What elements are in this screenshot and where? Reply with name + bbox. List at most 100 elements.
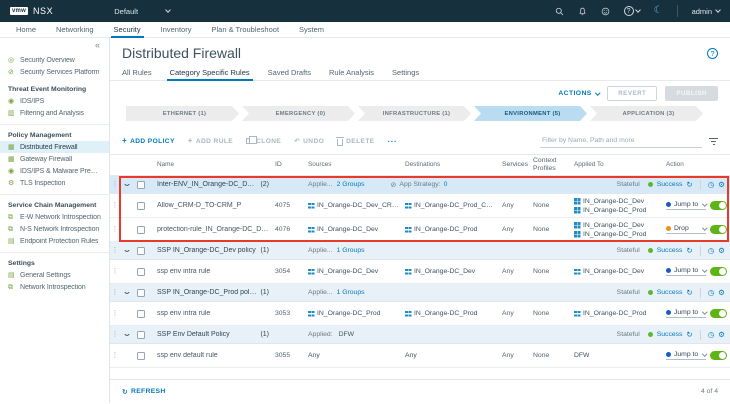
actions-menu-button[interactable]: ACTIONS — [558, 90, 599, 97]
policy-expand-toggle[interactable] — [120, 334, 134, 336]
status-link[interactable]: Success — [657, 247, 683, 254]
status-link[interactable]: Success — [657, 289, 683, 296]
rule-enabled-toggle[interactable] — [710, 351, 727, 360]
more-actions-button[interactable]: ... — [388, 138, 398, 144]
action-select[interactable]: Jump to — [666, 267, 706, 276]
rule-row[interactable]: ⋮ssp env intra rule3053IN_Orange-DC_Prod… — [110, 302, 730, 326]
help-menu[interactable]: ? — [624, 6, 640, 16]
sidebar-item-e-w-network-introspection[interactable]: ⧉E-W Network Introspection — [0, 211, 109, 223]
category-emergency-0[interactable]: EMERGENCY (0) — [242, 106, 355, 121]
status-refresh-icon[interactable]: ↻ — [686, 181, 692, 189]
policy-expand-toggle[interactable] — [120, 184, 134, 186]
search-icon[interactable] — [555, 7, 564, 16]
rule-checkbox[interactable] — [137, 268, 145, 276]
user-menu[interactable]: admin — [692, 7, 720, 16]
bell-icon[interactable] — [578, 7, 587, 16]
action-select[interactable]: Jump to — [666, 309, 706, 318]
tab-rule-analysis[interactable]: Rule Analysis — [320, 64, 383, 80]
status-refresh-icon[interactable]: ↻ — [686, 289, 692, 297]
applied-to-groups-link[interactable]: 1 Groups — [337, 247, 365, 254]
app-strategy-value[interactable]: 0 — [444, 181, 448, 188]
status-link[interactable]: Success — [657, 331, 683, 338]
rule-enabled-toggle[interactable] — [710, 309, 727, 318]
nav-tab-home[interactable]: Home — [6, 22, 46, 37]
rule-row[interactable]: ⋮Allow_CRM-D_TO-CRM_P4075IN_Orange-DC_De… — [110, 194, 730, 218]
sidebar-item-gateway-firewall[interactable]: ▦Gateway Firewall — [0, 153, 109, 165]
clock-icon[interactable]: ◷ — [708, 289, 715, 297]
gear-icon[interactable]: ⚙ — [718, 289, 725, 297]
row-grip-handle[interactable]: ⋮ — [110, 352, 120, 359]
rule-checkbox[interactable] — [137, 310, 145, 318]
refresh-button[interactable]: ↻ REFRESH — [122, 388, 166, 396]
rule-enabled-toggle[interactable] — [710, 225, 727, 234]
rule-enabled-toggle[interactable] — [710, 267, 727, 276]
rule-row[interactable]: ⋮protection-rule_IN_Orange-DC_Dev_I...40… — [110, 218, 730, 242]
rule-checkbox[interactable] — [137, 226, 145, 234]
policy-checkbox[interactable] — [137, 247, 145, 255]
row-grip-handle[interactable]: ⋮ — [110, 202, 120, 209]
row-grip-handle[interactable]: ⋮ — [110, 226, 120, 233]
org-selector[interactable]: Default — [114, 7, 170, 16]
applied-to-groups-link[interactable]: 2 Groups — [337, 181, 365, 188]
clock-icon[interactable]: ◷ — [708, 181, 715, 189]
action-select[interactable]: Jump to — [666, 201, 706, 210]
delete-button[interactable]: DELETE — [337, 137, 374, 146]
row-grip-handle[interactable]: ⋮ — [110, 331, 120, 338]
policy-header-row[interactable]: ⋮Inter-ENV_IN_Orange-DC_Dev-TO-...(2)App… — [110, 176, 730, 194]
policy-expand-toggle[interactable] — [120, 250, 134, 252]
sidebar-item-ids-ips-malware-prevention[interactable]: ◉IDS/IPS & Malware Prevention — [0, 165, 109, 177]
rule-row[interactable]: ⋮ssp env intra rule3054IN_Orange-DC_DevI… — [110, 260, 730, 284]
applied-to-groups-link[interactable]: 1 Groups — [337, 289, 365, 296]
filter-input[interactable] — [540, 134, 702, 148]
row-grip-handle[interactable]: ⋮ — [110, 310, 120, 317]
rule-row[interactable]: ⋮ssp env default rule3055AnyAnyAnyNoneDF… — [110, 344, 730, 368]
filter-funnel-icon[interactable] — [709, 138, 718, 145]
tab-all-rules[interactable]: All Rules — [122, 64, 161, 80]
sidebar-item-distributed-firewall[interactable]: ▦Distributed Firewall — [0, 141, 109, 153]
revert-button[interactable]: REVERT — [607, 86, 657, 101]
category-ethernet-1[interactable]: ETHERNET (1) — [126, 106, 239, 121]
clock-icon[interactable]: ◷ — [708, 247, 715, 255]
undo-button[interactable]: ↶UNDO — [294, 137, 324, 145]
policy-header-row[interactable]: ⋮SSP IN_Orange-DC_Prod policy(1)Applie..… — [110, 284, 730, 302]
sidebar-item-security-services-platform[interactable]: ⊘Security Services Platform — [0, 66, 109, 78]
publish-button[interactable]: PUBLISH — [665, 86, 718, 101]
gear-icon[interactable]: ⚙ — [718, 247, 725, 255]
sidebar-collapse-icon[interactable]: « — [0, 39, 109, 52]
row-grip-handle[interactable]: ⋮ — [110, 268, 120, 275]
sidebar-item-network-introspection[interactable]: ⧉Network Introspection — [0, 281, 109, 293]
sidebar-item-ids-ips[interactable]: ◉IDS/IPS — [0, 95, 109, 107]
policy-checkbox[interactable] — [137, 181, 145, 189]
status-refresh-icon[interactable]: ↻ — [686, 331, 692, 339]
policy-checkbox[interactable] — [137, 289, 145, 297]
rule-checkbox[interactable] — [137, 202, 145, 210]
gear-icon[interactable]: ⚙ — [718, 181, 725, 189]
sidebar-item-tls-inspection[interactable]: ⚙TLS Inspection — [0, 177, 109, 189]
status-link[interactable]: Success — [657, 181, 683, 188]
gear-icon[interactable]: ⚙ — [718, 331, 725, 339]
add-policy-button[interactable]: +ADD POLICY — [122, 137, 175, 145]
sidebar-item-n-s-network-introspection[interactable]: ⧉N-S Network Introspection — [0, 223, 109, 235]
rule-checkbox[interactable] — [137, 352, 145, 360]
clone-button[interactable]: CLONE — [246, 138, 281, 145]
rule-enabled-toggle[interactable] — [710, 201, 727, 210]
tab-settings[interactable]: Settings — [383, 64, 428, 80]
row-grip-handle[interactable]: ⋮ — [110, 181, 120, 188]
nav-tab-plan-troubleshoot[interactable]: Plan & Troubleshoot — [201, 22, 289, 37]
sidebar-item-security-overview[interactable]: ◎Security Overview — [0, 54, 109, 66]
feedback-smiley-icon[interactable] — [601, 7, 610, 16]
policy-header-row[interactable]: ⋮SSP Env Default Policy(1)Applied:DFWSta… — [110, 326, 730, 344]
sidebar-item-endpoint-protection-rules[interactable]: ▤Endpoint Protection Rules — [0, 235, 109, 247]
tab-saved-drafts[interactable]: Saved Drafts — [259, 64, 320, 80]
row-grip-handle[interactable]: ⋮ — [110, 289, 120, 296]
category-infrastructure-1[interactable]: INFRASTRUCTURE (1) — [358, 106, 471, 121]
sidebar-item-general-settings[interactable]: ▤General Settings — [0, 269, 109, 281]
action-select[interactable]: Drop — [666, 225, 706, 234]
category-environment-5[interactable]: ENVIRONMENT (5) — [474, 106, 587, 121]
nav-tab-networking[interactable]: Networking — [46, 22, 104, 37]
page-help-icon[interactable]: ? — [707, 48, 718, 59]
clock-icon[interactable]: ◷ — [708, 331, 715, 339]
status-refresh-icon[interactable]: ↻ — [686, 247, 692, 255]
row-grip-handle[interactable]: ⋮ — [110, 247, 120, 254]
policy-checkbox[interactable] — [137, 331, 145, 339]
